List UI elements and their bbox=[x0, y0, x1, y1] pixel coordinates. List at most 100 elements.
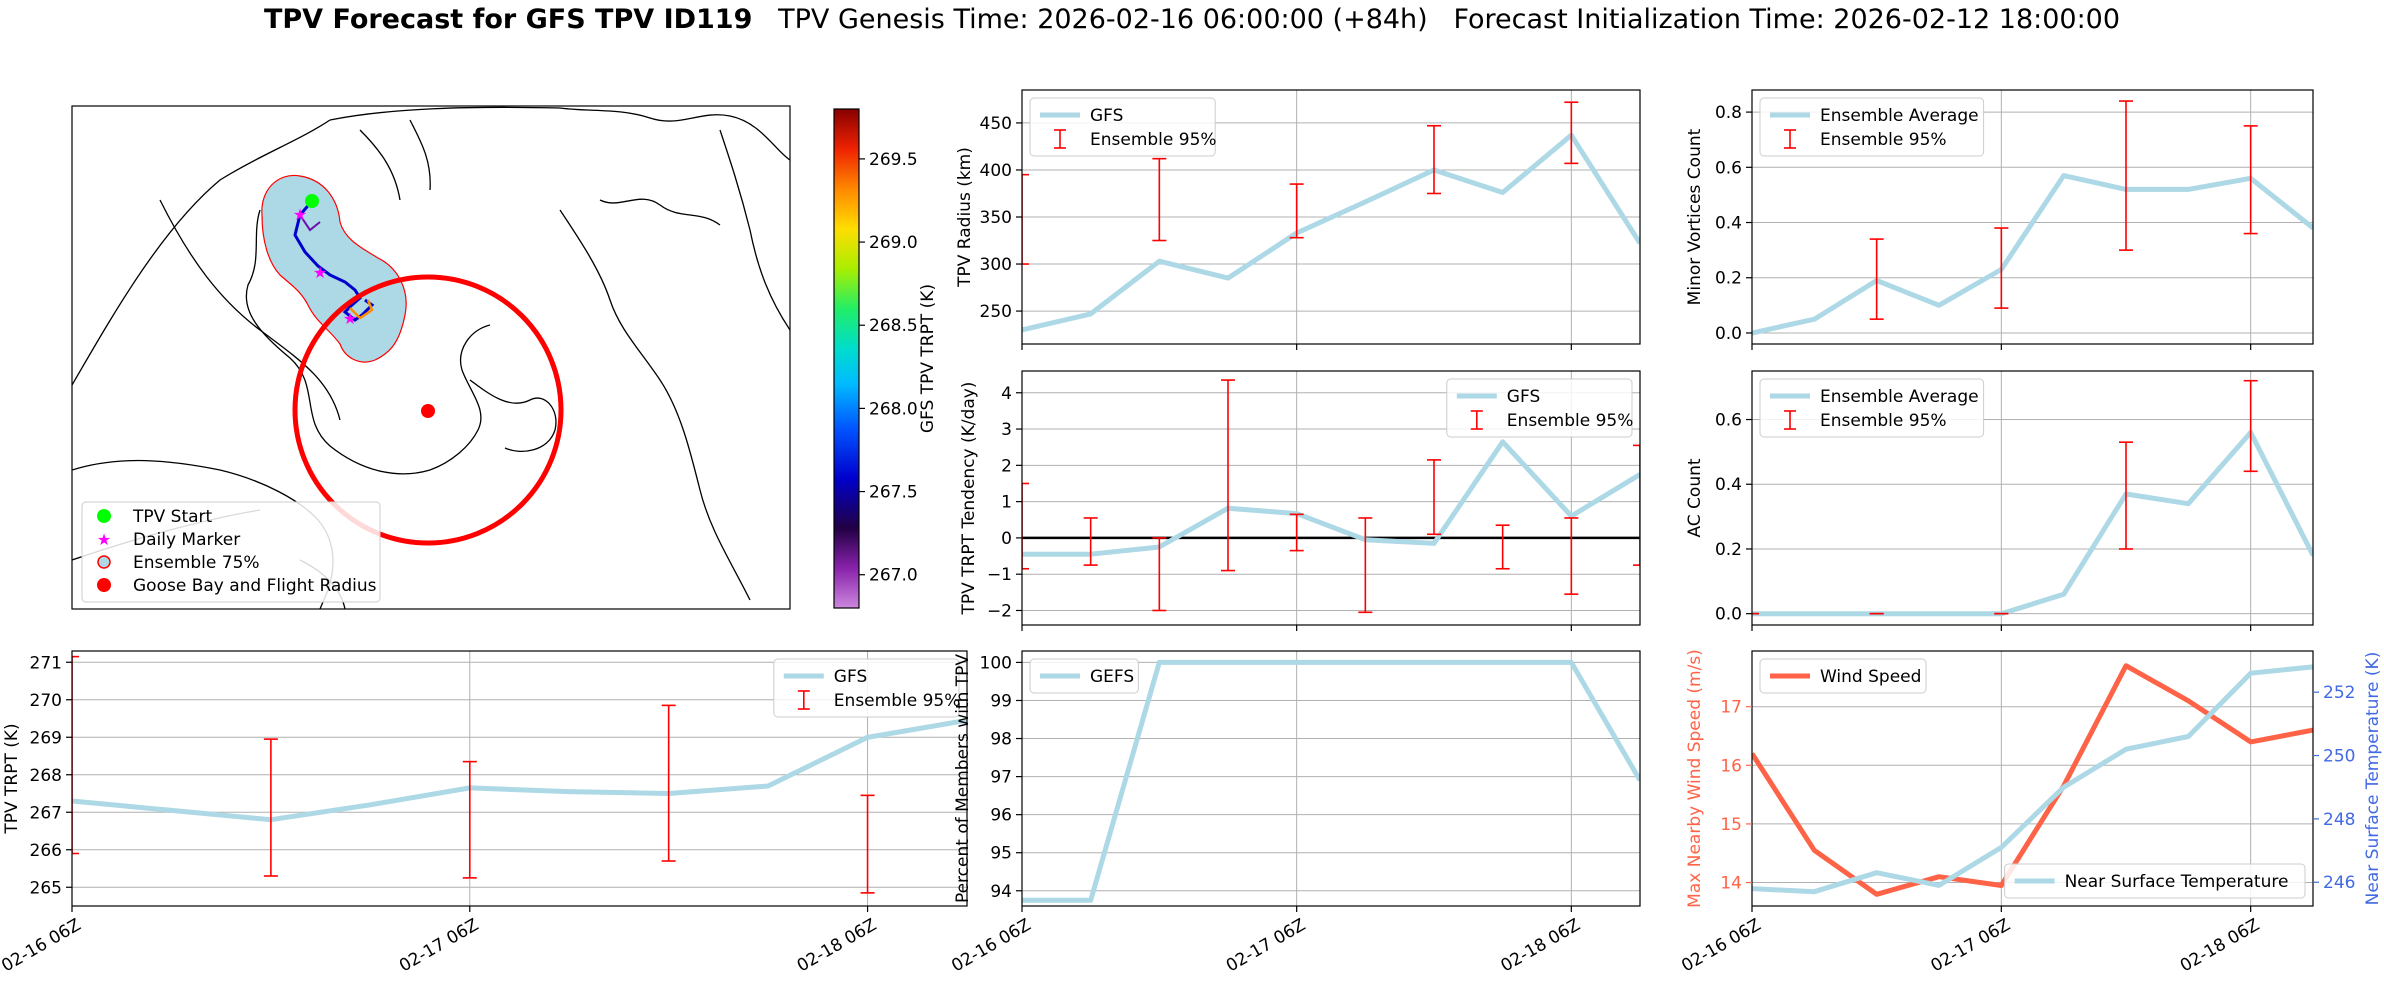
errorbar bbox=[1495, 524, 1510, 570]
legend-label: GFS bbox=[1090, 106, 1123, 126]
x-tick-label: 02-16 06Z bbox=[0, 915, 85, 976]
legend-label: Wind Speed bbox=[1820, 667, 1921, 687]
colorbar-tick-label: 268.5 bbox=[869, 316, 918, 336]
y2-tick-label: 248 bbox=[2323, 810, 2355, 830]
coastline bbox=[245, 209, 431, 475]
panel-wind: 14 15 16 17 Max Nearby Wind Speed (m/s) 246 24… bbox=[1678, 649, 2383, 976]
errorbar bbox=[1869, 238, 1884, 320]
panel-percent: 94 95 96 97 98 99 100 Percent of Members with T… bbox=[948, 650, 1641, 976]
y-tick-label: 268 bbox=[30, 766, 62, 786]
y-tick-label: 97 bbox=[990, 768, 1012, 788]
errorbar bbox=[1221, 379, 1235, 572]
legend-label: Ensemble Average bbox=[1820, 106, 1979, 126]
coastline bbox=[429, 324, 491, 471]
errorbar bbox=[2243, 379, 2258, 473]
daily-marker-legend-icon: ★ bbox=[97, 530, 111, 549]
y-tick-label: 2 bbox=[1001, 456, 1012, 476]
colorbar-label: GFS TPV TRPT (K) bbox=[918, 284, 938, 433]
y-tick-label: 0.2 bbox=[1715, 540, 1742, 560]
y-tick-label: 95 bbox=[990, 844, 1012, 864]
y-tick-label: 99 bbox=[990, 691, 1012, 711]
series-line-wind-speed bbox=[1752, 663, 2313, 897]
legend: Wind Speed bbox=[1759, 658, 1927, 694]
colorbar-tick-label: 269.0 bbox=[869, 233, 918, 253]
y-axis-label: Percent of Members with TPV bbox=[953, 654, 973, 903]
y-tick-label: 0.8 bbox=[1715, 103, 1742, 123]
y-tick-label: 0.4 bbox=[1715, 214, 1742, 234]
y-axis-label: TPV TRPT Tendency (K/day) bbox=[959, 382, 979, 616]
goose-bay-marker bbox=[421, 404, 435, 418]
legend: Near Surface Temperature bbox=[2004, 863, 2306, 899]
legend-label: Ensemble 95% bbox=[1820, 411, 1947, 431]
y2-tick-label: 250 bbox=[2323, 747, 2355, 767]
x-tick-label: 02-17 06Z bbox=[1223, 915, 1309, 976]
errorbar bbox=[263, 738, 278, 877]
axes-frame bbox=[1021, 650, 1641, 907]
errorbar bbox=[1427, 124, 1441, 195]
x-tick-label: 02-18 06Z bbox=[1498, 915, 1584, 976]
colorbar-tick-label: 269.5 bbox=[869, 150, 918, 170]
y-tick-label: 0.6 bbox=[1715, 158, 1742, 178]
errorbar bbox=[1994, 227, 2009, 309]
y-tick-label: 16 bbox=[1720, 756, 1742, 776]
x-tick-label: 02-17 06Z bbox=[1928, 915, 2014, 976]
y-tick-label: 15 bbox=[1720, 815, 1742, 835]
y-tick-label: −1 bbox=[987, 565, 1012, 585]
panel-trpt: 265 266 267 268 269 270 271 TPV TRPT (K) 02-16 0… bbox=[0, 650, 968, 976]
errorbar bbox=[72, 655, 79, 855]
errorbar bbox=[1289, 513, 1304, 552]
legend-label: Ensemble 95% bbox=[834, 691, 961, 711]
colorbar-tick-label: 268.0 bbox=[869, 399, 918, 419]
y2-tick-label: 252 bbox=[2323, 683, 2355, 703]
y-tick-label: 300 bbox=[980, 255, 1012, 275]
x-tick-label: 02-17 06Z bbox=[396, 915, 482, 976]
legend-label: GEFS bbox=[1090, 667, 1134, 687]
y-tick-label: 96 bbox=[990, 806, 1012, 826]
y-axis-label: Minor Vortices Count bbox=[1685, 128, 1705, 305]
daily-marker: ★ bbox=[343, 309, 357, 328]
y-tick-label: 266 bbox=[30, 841, 62, 861]
y-axis-label: TPV TRPT (K) bbox=[2, 723, 22, 834]
axes-frame bbox=[1751, 89, 2314, 345]
y-tick-label: 269 bbox=[30, 728, 62, 748]
map-legend: ★ TPV Start Daily Marker Ensemble 75% Goose … bbox=[81, 501, 381, 603]
colorbar-tick-label: 267.0 bbox=[869, 566, 918, 586]
legend-label: GFS bbox=[1507, 387, 1540, 407]
y-tick-label: 1 bbox=[1001, 493, 1012, 513]
y-tick-label: 271 bbox=[30, 653, 62, 673]
y-tick-label: 94 bbox=[990, 882, 1012, 902]
figure-title: TPV Forecast for GFS TPV ID119 TPV Genes… bbox=[0, 4, 2384, 35]
errorbar bbox=[661, 704, 676, 862]
map-legend-label: Ensemble 75% bbox=[133, 553, 260, 573]
tpv-start-marker bbox=[305, 194, 319, 208]
errorbar bbox=[1152, 157, 1167, 242]
legend: GFS Ensemble 95% bbox=[1446, 378, 1633, 438]
map-frame bbox=[71, 105, 791, 610]
axes-frame bbox=[71, 650, 968, 907]
legend: GFS Ensemble 95% bbox=[773, 658, 961, 718]
errorbar bbox=[1633, 444, 1640, 566]
tpv-track-end bbox=[349, 299, 374, 320]
y-tick-label: 0.2 bbox=[1715, 269, 1742, 289]
y-tick-label: 265 bbox=[30, 878, 62, 898]
y-axis-label: Max Nearby Wind Speed (m/s) bbox=[1685, 649, 1705, 908]
series-line-ensemble-average bbox=[1752, 430, 2313, 617]
errorbar bbox=[1289, 183, 1304, 239]
series-line-gefs bbox=[1022, 659, 1640, 903]
legend: Ensemble Average Ensemble 95% bbox=[1759, 97, 1985, 157]
title-bold: TPV Forecast for GFS TPV ID119 bbox=[263, 4, 753, 35]
axes-frame bbox=[1021, 370, 1641, 626]
coastline bbox=[72, 106, 561, 386]
map-legend-label: Goose Bay and Flight Radius bbox=[133, 576, 377, 596]
y2-tick-label: 246 bbox=[2323, 873, 2355, 893]
coastline bbox=[599, 198, 721, 226]
errorbar bbox=[1152, 537, 1167, 612]
axes-frame bbox=[1751, 370, 2314, 626]
series-line-near-surface-temperature bbox=[1752, 664, 2313, 895]
y-tick-label: 0 bbox=[1001, 529, 1012, 549]
y-tick-label: 0.0 bbox=[1715, 605, 1742, 625]
map-panel: ★ ★ ★ ★ TPV Start Daily Marker Ensemble 75% Goo… bbox=[71, 105, 938, 610]
